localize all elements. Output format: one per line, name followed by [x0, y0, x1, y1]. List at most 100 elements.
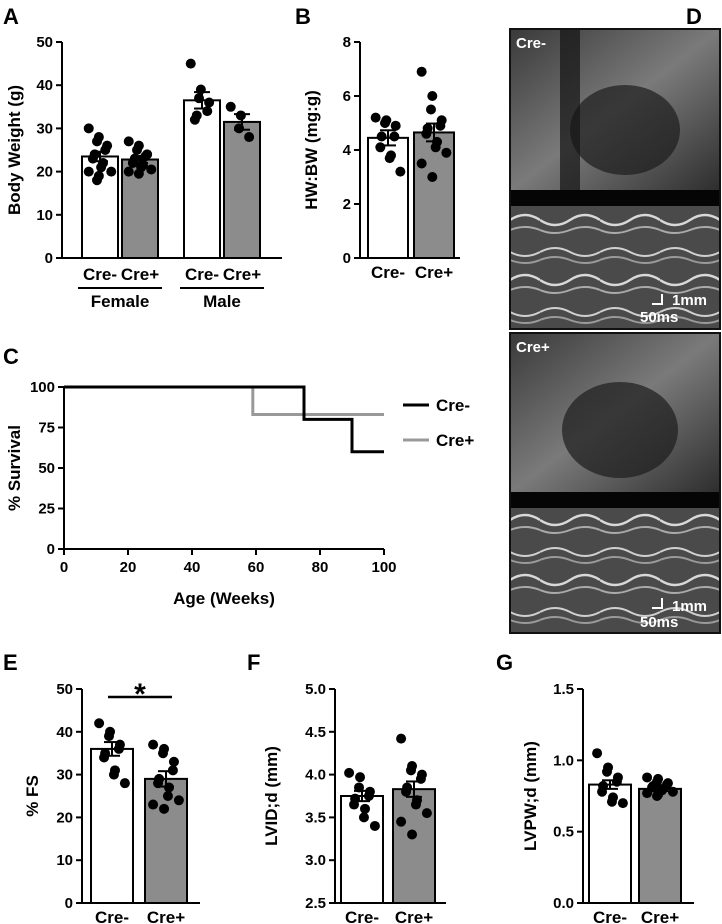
scale-bar-bottom	[652, 598, 663, 609]
data-point	[204, 97, 215, 108]
data-point	[235, 110, 246, 121]
x-category-label: Cre-	[95, 908, 129, 924]
y-tick-label: 6	[343, 88, 351, 105]
data-point	[189, 114, 200, 125]
x-tick-label: 60	[248, 559, 265, 576]
data-point	[148, 739, 159, 750]
x-category-label: Cre+	[641, 908, 679, 924]
data-point	[158, 748, 168, 759]
group-label-female: Female	[91, 292, 150, 311]
y-tick-label: 0	[45, 250, 53, 267]
data-point	[123, 166, 134, 177]
panel-label-b: B	[295, 4, 311, 29]
data-point	[167, 765, 178, 776]
data-point	[435, 120, 446, 131]
data-point	[416, 158, 427, 169]
data-point	[421, 128, 432, 139]
data-point	[195, 84, 206, 95]
panel-label-a: A	[3, 4, 19, 29]
data-point	[396, 733, 407, 744]
data-point	[358, 812, 369, 823]
data-point	[416, 66, 427, 77]
data-point	[427, 91, 438, 101]
data-point	[401, 786, 412, 797]
x-category-label: Cre-	[345, 908, 379, 924]
y-tick-label: 20	[36, 164, 53, 181]
x-tick-label: 0	[60, 559, 68, 576]
data-point	[349, 799, 360, 810]
scale-mm-bottom: 1mm	[672, 598, 707, 615]
significance-star: *	[134, 678, 146, 711]
y-tick-label: 30	[36, 120, 53, 137]
data-point	[234, 123, 244, 134]
y-tick-label: 10	[56, 852, 73, 869]
data-point	[375, 142, 386, 153]
y-tick-label: 0	[65, 895, 73, 912]
data-point	[94, 718, 105, 729]
y-tick-label: 3.0	[305, 852, 326, 869]
y-tick-label: 3.5	[305, 809, 326, 826]
data-point	[185, 58, 196, 69]
data-point	[194, 93, 204, 104]
data-point	[119, 778, 130, 789]
bar	[223, 120, 261, 259]
x-category-label: Cre-	[83, 265, 117, 284]
x-category-label: Cre+	[223, 265, 261, 284]
y-tick-label: 1.5	[553, 681, 574, 698]
data-point	[396, 816, 407, 827]
y-tick-label: 0.0	[553, 895, 574, 912]
data-point	[592, 748, 603, 759]
echo-chamber-bottom	[562, 382, 678, 478]
data-point	[355, 772, 366, 783]
y-tick-label: 4	[343, 142, 352, 159]
y-tick-label: 50	[36, 34, 53, 51]
data-point	[426, 104, 436, 115]
panel-label-c: C	[3, 344, 19, 369]
x-category-label: Cre+	[415, 263, 453, 282]
y-axis-title: Body Weight (g)	[5, 85, 24, 215]
data-point	[395, 166, 406, 177]
scale-bar-top	[652, 294, 663, 305]
chart-fs: 0 10 20 30 40 50 % FS Cre- Cre+ *	[23, 678, 200, 924]
x-category-label: Cre+	[395, 908, 433, 924]
y-tick-label: 2.5	[305, 895, 326, 912]
panel-label-f: F	[247, 650, 260, 675]
data-point	[389, 131, 400, 142]
y-tick-label: 50	[38, 460, 55, 477]
data-point	[652, 791, 662, 801]
y-tick-label: 4.0	[305, 767, 326, 784]
echo-label-bottom: Cre+	[516, 339, 550, 356]
data-point	[99, 752, 110, 763]
group-label-male: Male	[203, 292, 241, 311]
y-axis-title: LVID;d (mm)	[262, 746, 281, 846]
survival-line-cre-plus	[64, 385, 384, 417]
bar	[413, 131, 455, 259]
x-tick-label: 100	[371, 559, 396, 576]
x-tick-label: 20	[120, 559, 137, 576]
data-point	[244, 132, 255, 143]
data-point	[100, 145, 111, 155]
echo-shadow-top	[560, 30, 580, 190]
data-point	[363, 791, 374, 801]
y-tick-label: 0.5	[553, 824, 574, 841]
legend-label: Cre+	[436, 431, 474, 450]
data-point	[415, 773, 426, 784]
data-point	[380, 118, 390, 128]
y-tick-label: 30	[56, 767, 73, 784]
data-point	[617, 798, 628, 809]
data-point	[146, 164, 157, 175]
legend-label: Cre-	[436, 396, 470, 415]
data-point	[611, 776, 622, 787]
data-point	[153, 778, 164, 789]
data-point	[427, 172, 438, 182]
y-tick-label: 0	[343, 250, 351, 267]
data-point	[148, 799, 159, 810]
data-point	[96, 162, 107, 173]
y-tick-label: 100	[30, 379, 55, 396]
echo-chamber-top	[570, 85, 680, 175]
data-point	[354, 782, 364, 793]
data-point	[390, 120, 401, 131]
scale-ms-bottom: 50ms	[640, 614, 678, 631]
x-category-label: Cre-	[371, 263, 405, 282]
